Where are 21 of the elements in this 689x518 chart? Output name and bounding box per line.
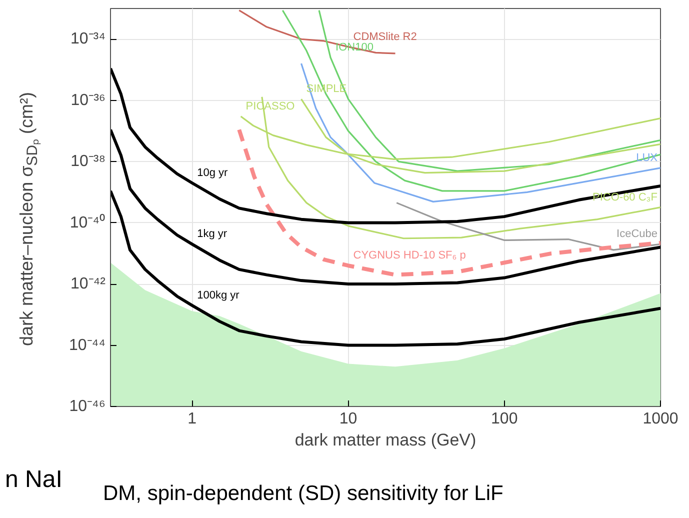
text: n NaI	[5, 465, 62, 495]
x-tick-label: 10	[339, 410, 358, 428]
y-tick-label: 10⁻³⁶	[70, 92, 106, 109]
annotation: 10g yr	[197, 166, 228, 179]
y-tick-label: 10⁻³⁴	[70, 30, 106, 48]
y-tick-label: 10⁻⁴⁴	[68, 336, 106, 354]
y-tick-label: 10⁻⁴²	[70, 276, 106, 293]
annotation: 1kg yr	[197, 228, 228, 240]
x-tick-label: 1	[188, 410, 197, 428]
annotation: CYGNUS HD-10 SF₆ p	[353, 250, 466, 262]
annotation: PICO-60 C₃F	[592, 191, 658, 204]
y-tick-label: 10⁻⁴⁶	[69, 398, 106, 415]
annotation: 100kg yr	[197, 289, 240, 302]
annotation: IceCube	[616, 228, 658, 240]
y-tick-label: 10⁻³⁸	[70, 153, 106, 170]
annotation: CDMSlite R2	[353, 30, 417, 43]
x-axis-title: dark matter mass (GeV)	[294, 430, 476, 450]
y-tick-label: 10⁻⁴⁰	[70, 213, 106, 232]
text: DM, spin-dependent (SD) sensitivity for LiF	[103, 481, 504, 507]
x-tick-label: 1000	[642, 410, 678, 428]
x-tick-label: 100	[491, 410, 518, 428]
